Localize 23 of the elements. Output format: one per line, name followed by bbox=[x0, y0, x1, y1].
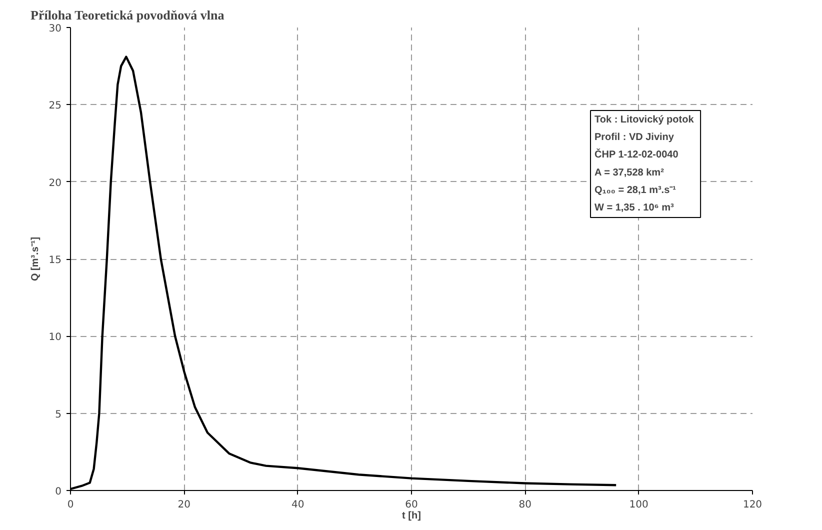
x-axis-title: t [h] bbox=[402, 510, 421, 522]
annotation: W = 1,35 . 10⁶ m³ bbox=[594, 202, 675, 214]
x-tick-label: 0 bbox=[67, 500, 74, 510]
annotation: Tok : Litovický potok bbox=[594, 114, 694, 126]
x-tick-label: 80 bbox=[518, 500, 532, 510]
y-tick-label: 5 bbox=[55, 409, 62, 420]
y-tick-label: 20 bbox=[48, 178, 62, 189]
x-tick-label: 100 bbox=[629, 500, 648, 510]
chart-title: Příloha Teoretická povodňová vlna bbox=[30, 8, 225, 22]
y-tick-label: 30 bbox=[48, 24, 62, 34]
x-tick-label: 120 bbox=[742, 500, 762, 510]
y-tick-label: 0 bbox=[55, 486, 62, 498]
x-tick-label: 20 bbox=[178, 500, 191, 510]
y-tick-label: 25 bbox=[48, 100, 62, 112]
annotation: Q₁₀₀ = 28,1 m³.s⁻¹ bbox=[594, 184, 677, 196]
annotation: ČHP 1-12-02-0040 bbox=[594, 148, 679, 161]
y-tick-label: 15 bbox=[48, 255, 62, 266]
y-axis-title: Q [m³.s⁻¹] bbox=[30, 236, 41, 282]
y-tick-label: 10 bbox=[48, 332, 62, 344]
x-tick-label: 40 bbox=[291, 500, 304, 510]
x-tick-label: 60 bbox=[405, 500, 418, 510]
annotation: A = 37,528 km² bbox=[594, 167, 665, 178]
annotation: Profil : VD Jiviny bbox=[594, 132, 674, 144]
